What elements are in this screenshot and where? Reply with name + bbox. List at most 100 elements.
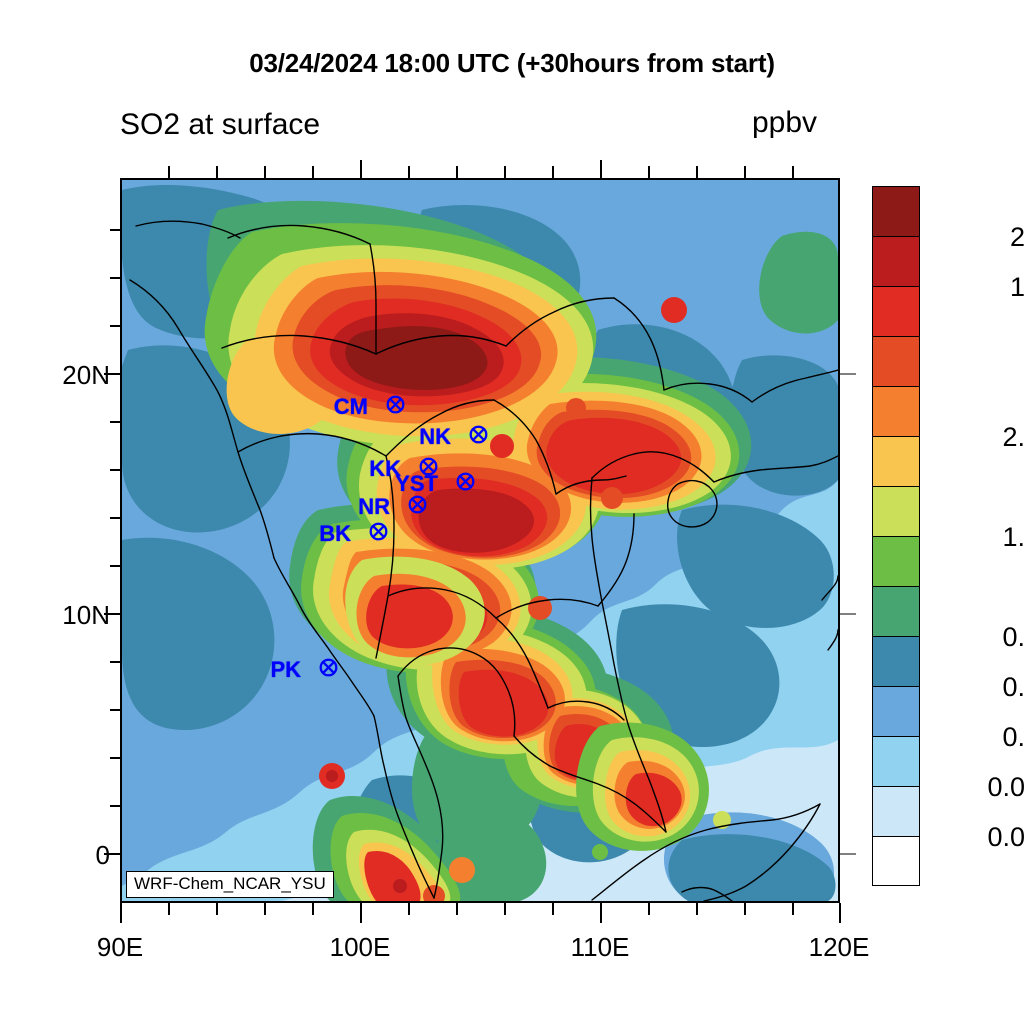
ytick-minor xyxy=(110,565,120,567)
colorbar-label-0.5: 0.5 xyxy=(1002,622,1024,652)
ytick-major xyxy=(104,853,120,855)
colorbar-label-1.5: 1.5 xyxy=(1002,522,1024,552)
ytick-minor xyxy=(110,469,120,471)
ytick-major-right xyxy=(840,853,856,855)
ytick-minor xyxy=(110,421,120,423)
colorbar-segment-gt20 xyxy=(873,187,919,237)
xtick-minor xyxy=(168,903,170,915)
ytick-minor xyxy=(110,661,120,663)
colorbar-segment-2-2.5 xyxy=(873,437,919,487)
station-cross-circle-icon xyxy=(469,425,488,444)
colorbar-segment-0.05-0.1 xyxy=(873,737,919,787)
colorbar-label-2.5: 2.5 xyxy=(1002,422,1024,452)
xtick-major xyxy=(120,903,122,923)
station-label-BK: BK xyxy=(319,521,351,546)
ytick-minor xyxy=(110,757,120,759)
colorbar-segment-3-5 xyxy=(873,337,919,387)
colorbar-segment-2.5-3 xyxy=(873,387,919,437)
colorbar-label-0.2: 0.2 xyxy=(1002,672,1024,702)
xtick-minor xyxy=(648,903,650,915)
xtick-minor xyxy=(408,903,410,915)
colorbar-label-3: 3 xyxy=(930,372,1024,403)
xtick-minor xyxy=(744,903,746,915)
colorbar-segment-0.2-0.5 xyxy=(873,637,919,687)
colorbar-label-1: 1 xyxy=(930,572,1024,603)
ytick-major xyxy=(104,373,120,375)
xtick-minor xyxy=(312,903,314,915)
colorbar-label-20: 20 xyxy=(1009,222,1024,252)
xtick-minor-top xyxy=(696,166,698,178)
xtick-minor xyxy=(552,903,554,915)
xtick-label-110E: 110E xyxy=(570,932,630,962)
page-title: 03/24/2024 18:00 UTC (+30hours from star… xyxy=(249,48,775,78)
ytick-minor xyxy=(110,517,120,519)
station-label-NK: NK xyxy=(419,424,451,449)
station-label-NR: NR xyxy=(358,494,390,519)
station-label-KK: KK xyxy=(369,456,401,481)
xtick-minor-top xyxy=(456,166,458,178)
colorbar-label-0.05: 0.05 xyxy=(987,772,1024,802)
xtick-minor xyxy=(504,903,506,915)
colorbar-label-0.1: 0.1 xyxy=(1002,722,1024,752)
station-label-YST: YST xyxy=(395,471,438,496)
xtick-minor-top xyxy=(168,166,170,178)
xtick-major-top xyxy=(360,160,362,178)
ytick-label-10N: 10N xyxy=(62,600,110,630)
xtick-minor-top xyxy=(648,166,650,178)
xtick-minor-top xyxy=(216,166,218,178)
variable-label: SO2 at surface xyxy=(120,108,321,141)
ytick-minor xyxy=(110,229,120,231)
xtick-minor-top xyxy=(744,166,746,178)
ytick-major-right xyxy=(840,613,856,615)
xtick-minor-top xyxy=(552,166,554,178)
xtick-major xyxy=(600,903,602,923)
xtick-minor-top xyxy=(264,166,266,178)
colorbar-segment-1-1.5 xyxy=(873,537,919,587)
xtick-minor xyxy=(456,903,458,915)
xtick-major xyxy=(839,903,841,923)
xtick-label-120E: 120E xyxy=(808,932,870,962)
so2-contour-field xyxy=(122,180,838,901)
ytick-minor xyxy=(110,277,120,279)
colorbar-segment-0.01-0.05 xyxy=(873,787,919,837)
ytick-minor xyxy=(110,805,120,807)
colorbar-segment-0.1-0.2 xyxy=(873,687,919,737)
ytick-major xyxy=(104,613,120,615)
colorbar-label-0.01: 0.01 xyxy=(987,822,1024,852)
xtick-major xyxy=(360,903,362,923)
colorbar-segment-1.5-2 xyxy=(873,487,919,537)
colorbar-segment-10-20 xyxy=(873,237,919,287)
xtick-minor xyxy=(696,903,698,915)
colorbar-label-2: 2 xyxy=(930,472,1024,503)
ytick-label-0: 0 xyxy=(95,840,110,870)
xtick-major-top xyxy=(600,160,602,178)
station-cross-circle-icon xyxy=(319,658,338,677)
colorbar-segment-5-10 xyxy=(873,287,919,337)
station-cross-circle-icon xyxy=(456,472,475,491)
units-label: ppbv xyxy=(752,106,818,139)
ytick-major-right xyxy=(840,373,856,375)
map-canvas xyxy=(122,180,838,901)
xtick-minor-top xyxy=(408,166,410,178)
station-cross-circle-icon xyxy=(408,495,427,514)
model-watermark: WRF-Chem_NCAR_YSU xyxy=(126,871,334,898)
station-label-PK: PK xyxy=(270,657,301,682)
colorbar-segment-0.5-1 xyxy=(873,587,919,637)
station-label-CM: CM xyxy=(333,394,368,419)
ytick-minor xyxy=(110,709,120,711)
map-plot-area[interactable]: CM NK KK YST xyxy=(120,178,840,903)
ytick-label-20N: 20N xyxy=(62,360,110,390)
colorbar[interactable] xyxy=(872,186,920,886)
xtick-label-100E: 100E xyxy=(329,932,391,962)
station-cross-circle-icon xyxy=(386,395,405,414)
colorbar-label-10: 10 xyxy=(1009,272,1024,302)
colorbar-segment-lt0.01 xyxy=(873,837,919,884)
station-cross-circle-icon xyxy=(369,522,388,541)
xtick-minor-top xyxy=(312,166,314,178)
xtick-minor xyxy=(264,903,266,915)
station-cross-circle-icon xyxy=(419,457,438,476)
xtick-minor xyxy=(792,903,794,915)
xtick-minor-top xyxy=(504,166,506,178)
xtick-label-90E: 90E xyxy=(96,932,144,962)
